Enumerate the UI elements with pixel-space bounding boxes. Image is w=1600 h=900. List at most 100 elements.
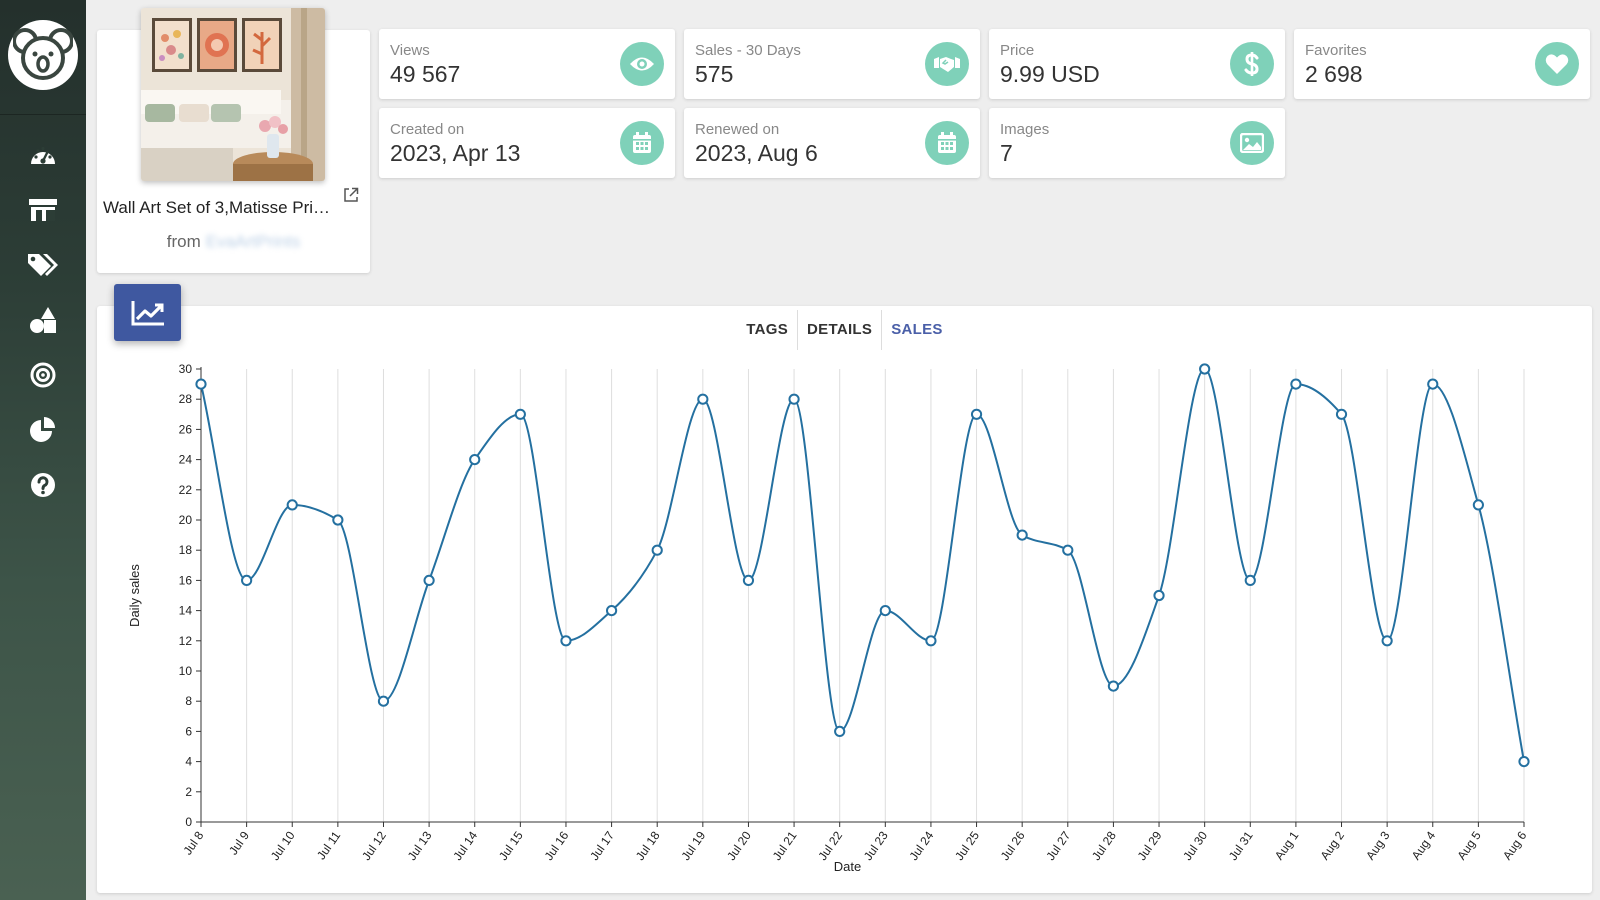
tags-icon xyxy=(28,254,58,276)
y-tick-label: 2 xyxy=(185,785,192,799)
x-tick-label: Jul 15 xyxy=(496,828,526,863)
chart-badge[interactable] xyxy=(114,284,181,341)
data-point xyxy=(241,574,253,586)
store-icon xyxy=(29,199,57,221)
data-point xyxy=(286,499,298,511)
sidebar-item-reports[interactable] xyxy=(20,410,66,450)
help-icon xyxy=(31,473,55,497)
stat-value: 7 xyxy=(1000,140,1013,166)
data-point xyxy=(377,695,390,707)
x-tick-label: Aug 2 xyxy=(1318,828,1348,862)
product-title[interactable]: Wall Art Set of 3,Matisse Prin... xyxy=(103,198,335,217)
stat-card-renewed-on: Renewed on 2023, Aug 6 xyxy=(684,108,980,178)
chart-tabs: TAGS DETAILS SALES xyxy=(97,310,1592,350)
x-tick-label: Jul 24 xyxy=(907,828,937,863)
sidebar-item-help[interactable] xyxy=(20,465,66,505)
shapes-icon xyxy=(30,307,56,333)
x-tick-label: Jul 31 xyxy=(1226,828,1256,863)
y-tick-label: 22 xyxy=(179,483,193,497)
data-point xyxy=(423,574,435,586)
x-tick-label: Jul 21 xyxy=(770,828,800,863)
external-link-icon[interactable] xyxy=(343,187,359,208)
data-point xyxy=(834,725,846,737)
trending-chart-icon xyxy=(131,300,164,325)
image-icon xyxy=(1230,121,1274,165)
stat-card-favorites: Favorites 2 698 xyxy=(1294,29,1590,99)
heart-icon xyxy=(1535,42,1579,86)
stat-card-created-on: Created on 2023, Apr 13 xyxy=(379,108,675,178)
stat-card-sales-30-days: Sales - 30 Days 575 xyxy=(684,29,980,99)
stat-value: 2 698 xyxy=(1305,61,1363,87)
y-tick-label: 18 xyxy=(179,543,193,557)
x-tick-label: Jul 22 xyxy=(815,828,845,863)
sidebar-item-tags[interactable] xyxy=(20,245,66,285)
tab-tags[interactable]: TAGS xyxy=(746,321,789,338)
data-point xyxy=(697,393,709,405)
x-tick-label: Jul 13 xyxy=(405,828,435,863)
y-tick-label: 10 xyxy=(179,664,193,678)
y-axis-title: Daily sales xyxy=(127,564,142,627)
stat-card-images: Images 7 xyxy=(989,108,1285,178)
calendar-icon xyxy=(925,121,969,165)
data-point xyxy=(1062,544,1074,556)
stat-label: Images xyxy=(1000,121,1050,138)
x-tick-label: Jul 9 xyxy=(226,828,252,857)
eye-icon xyxy=(620,42,664,86)
tab-sales[interactable]: SALES xyxy=(881,310,952,350)
sidebar-item-categories[interactable] xyxy=(20,300,66,340)
data-point xyxy=(332,514,344,526)
calendar-icon xyxy=(620,121,664,165)
stat-value: 49 567 xyxy=(390,61,461,87)
sidebar-item-dashboard[interactable] xyxy=(20,135,66,175)
data-point xyxy=(560,635,572,647)
y-tick-label: 16 xyxy=(179,573,193,587)
y-tick-label: 26 xyxy=(179,422,193,436)
stat-card-price: Price 9.99 USD xyxy=(989,29,1285,99)
tab-details[interactable]: DETAILS xyxy=(797,310,881,350)
data-point xyxy=(514,408,526,420)
stat-value: 2023, Aug 6 xyxy=(695,140,818,166)
data-point xyxy=(1016,529,1028,541)
x-tick-label: Jul 28 xyxy=(1089,828,1119,863)
product-image[interactable] xyxy=(141,8,325,181)
x-tick-label: Jul 23 xyxy=(861,828,891,863)
data-point xyxy=(651,544,663,556)
stat-label: Renewed on xyxy=(695,121,780,138)
stat-label: Price xyxy=(1000,42,1035,59)
data-point xyxy=(1153,589,1165,602)
stat-value: 575 xyxy=(695,61,734,87)
x-tick-label: Jul 14 xyxy=(450,828,480,863)
shop-name-link[interactable]: EvaArtPrints xyxy=(205,232,301,251)
data-point xyxy=(1427,378,1439,390)
y-tick-label: 20 xyxy=(179,513,193,527)
data-point xyxy=(742,574,755,586)
data-point xyxy=(788,393,800,405)
sales-chart-card: TAGS DETAILS SALES 0 2 4 6 8 10 12 14 16 18 20 22 24… xyxy=(97,306,1592,893)
y-tick-label: 28 xyxy=(179,392,193,406)
stat-card-views: Views 49 567 xyxy=(379,29,675,99)
x-tick-label: Jul 18 xyxy=(633,828,663,863)
y-tick-label: 0 xyxy=(185,815,192,829)
handshake-icon xyxy=(925,42,969,86)
stat-value: 2023, Apr 13 xyxy=(390,140,521,166)
koala-logo-icon[interactable] xyxy=(8,20,78,90)
x-tick-label: Jul 30 xyxy=(1180,828,1210,863)
x-tick-label: Jul 8 xyxy=(180,828,206,857)
x-tick-label: Aug 4 xyxy=(1409,828,1439,862)
data-point xyxy=(195,378,207,390)
data-point xyxy=(605,605,618,617)
data-point xyxy=(1518,756,1530,768)
from-label: from xyxy=(166,232,201,251)
pie-chart-icon xyxy=(30,417,55,442)
x-tick-label: Aug 1 xyxy=(1272,828,1302,862)
y-tick-label: 8 xyxy=(185,694,192,708)
data-point xyxy=(1244,574,1256,586)
sidebar-item-shops[interactable] xyxy=(20,190,66,230)
sidebar-item-targets[interactable] xyxy=(20,355,66,395)
stat-label: Sales - 30 Days xyxy=(695,42,801,59)
target-icon xyxy=(30,362,56,388)
y-tick-label: 30 xyxy=(179,362,193,376)
data-point xyxy=(1199,363,1211,375)
x-tick-label: Jul 29 xyxy=(1135,828,1165,863)
